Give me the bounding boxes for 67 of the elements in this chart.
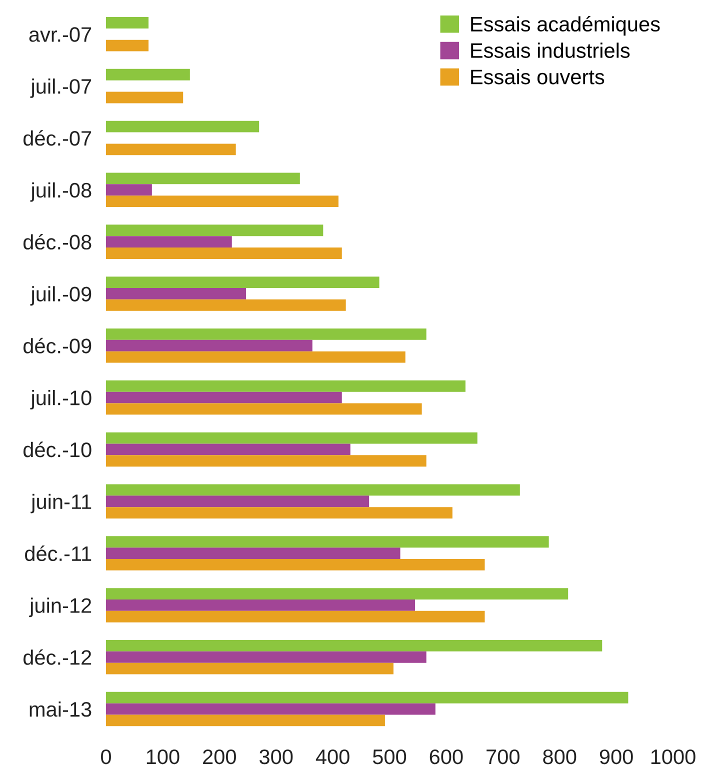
x-tick-label: 700 bbox=[486, 749, 520, 764]
bar bbox=[106, 248, 342, 259]
bar bbox=[106, 548, 400, 560]
bar bbox=[106, 496, 370, 508]
bar bbox=[106, 588, 568, 600]
bar bbox=[106, 600, 416, 611]
y-tick-label: déc.-12 bbox=[24, 649, 92, 665]
bar bbox=[106, 299, 346, 311]
bar bbox=[106, 196, 338, 208]
bar bbox=[106, 703, 436, 715]
bar bbox=[106, 380, 466, 392]
bar bbox=[106, 236, 232, 248]
x-tick-label: 600 bbox=[430, 749, 463, 764]
bar bbox=[106, 120, 260, 132]
x-tick-label: 200 bbox=[203, 749, 236, 764]
bar bbox=[106, 432, 478, 444]
bar bbox=[106, 640, 602, 652]
bar bbox=[106, 351, 406, 363]
bar bbox=[106, 507, 452, 519]
x-tick-label: 1000 bbox=[651, 749, 696, 764]
y-tick-label: juin-11 bbox=[30, 494, 92, 514]
y-tick-label: juil.-10 bbox=[30, 390, 92, 410]
bar bbox=[106, 651, 426, 663]
bar bbox=[106, 536, 549, 548]
y-tick-label: déc.-11 bbox=[25, 546, 92, 562]
y-tick-label: avr.-07 bbox=[29, 27, 92, 42]
legend-label: Essais académiques bbox=[471, 16, 660, 36]
y-tick-label: déc.-09 bbox=[24, 338, 92, 354]
legend-label: Essais industriels bbox=[471, 42, 630, 58]
bar bbox=[106, 17, 149, 28]
bar bbox=[106, 692, 628, 704]
legend-label: Essais ouverts bbox=[471, 69, 604, 84]
x-tick-label: 100 bbox=[146, 749, 180, 764]
bar bbox=[106, 144, 236, 156]
x-tick-label: 500 bbox=[372, 749, 406, 764]
bar bbox=[106, 40, 149, 52]
x-tick-label: 400 bbox=[316, 749, 350, 764]
bar bbox=[106, 328, 426, 340]
bar bbox=[106, 714, 385, 726]
x-tick-label: 0 bbox=[101, 749, 111, 764]
bar bbox=[106, 340, 312, 352]
bar bbox=[106, 559, 485, 570]
y-tick-label: déc.-10 bbox=[24, 442, 92, 458]
bar bbox=[106, 276, 380, 288]
bar bbox=[106, 484, 520, 496]
bar bbox=[106, 392, 342, 404]
y-tick-label: déc.-08 bbox=[24, 234, 92, 250]
bar bbox=[106, 444, 350, 456]
x-tick-label: 900 bbox=[600, 749, 633, 764]
y-tick-label: mai-13 bbox=[30, 701, 92, 717]
x-tick-label: 800 bbox=[543, 749, 576, 764]
y-tick-label: juil.-09 bbox=[30, 286, 92, 306]
y-tick-label: juin-12 bbox=[29, 598, 92, 618]
bar bbox=[106, 92, 184, 104]
bar bbox=[106, 288, 246, 300]
bar bbox=[106, 610, 485, 622]
bar bbox=[106, 662, 394, 674]
bar bbox=[106, 403, 422, 415]
y-tick-label: juil.-08 bbox=[30, 182, 92, 202]
bar bbox=[106, 172, 300, 184]
bar bbox=[106, 224, 324, 236]
bar bbox=[106, 184, 152, 196]
y-tick-label: déc.-07 bbox=[24, 130, 92, 146]
y-tick-label: juil.-07 bbox=[30, 78, 92, 98]
x-tick-label: 300 bbox=[260, 749, 293, 764]
bar bbox=[106, 68, 190, 80]
bar bbox=[106, 455, 426, 467]
